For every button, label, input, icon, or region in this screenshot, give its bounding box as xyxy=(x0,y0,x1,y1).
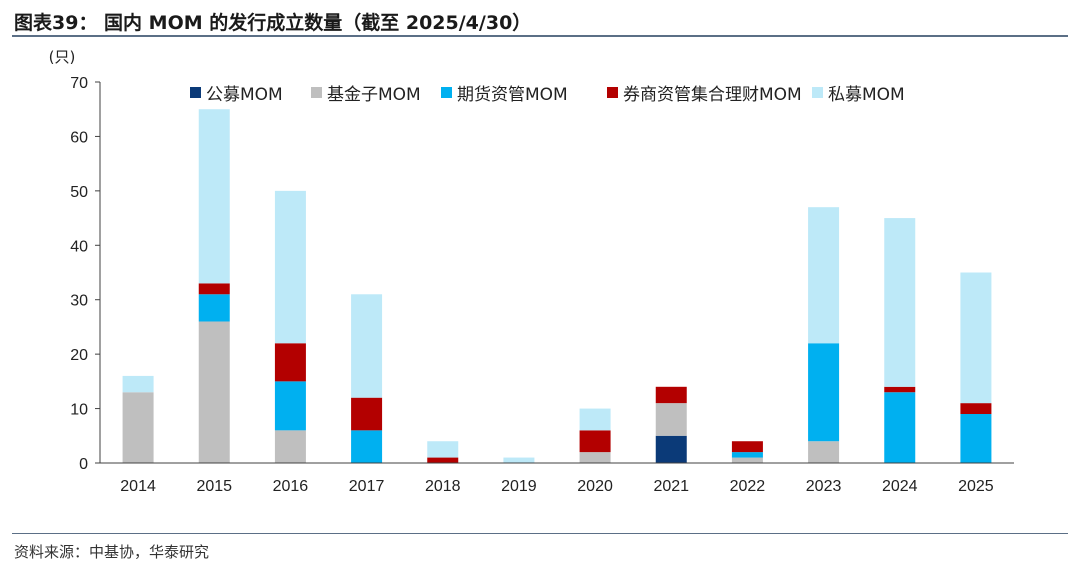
y-tick-label: 10 xyxy=(70,402,88,419)
bar-segment xyxy=(808,441,840,463)
bar-segment xyxy=(274,381,306,431)
y-tick-label: 60 xyxy=(70,129,88,146)
x-tick-label: 2021 xyxy=(653,478,689,495)
bar-segment xyxy=(427,441,459,458)
bar-segment xyxy=(198,109,230,284)
chart-title: 图表39： 国内 MOM 的发行成立数量（截至 2025/4/30） xyxy=(14,12,532,34)
legend-label: 基金子MOM xyxy=(327,85,421,105)
bar-segment xyxy=(198,321,230,463)
legend: 公募MOM 基金子MOM 期货资管MOM 券商资管集合理财MOM 私募MOM xyxy=(190,85,905,105)
x-tick-label: 2017 xyxy=(349,478,385,495)
bar-segment xyxy=(351,397,383,431)
y-tick-label: 70 xyxy=(70,75,88,92)
bar-segment xyxy=(884,386,916,393)
x-tick-label: 2014 xyxy=(120,478,156,495)
x-tick-label: 2019 xyxy=(501,478,537,495)
x-tick-label: 2025 xyxy=(958,478,994,495)
x-tick-label: 2015 xyxy=(196,478,232,495)
bar-segment xyxy=(960,414,992,463)
bar-segment xyxy=(274,343,306,382)
bar-segment xyxy=(198,283,230,295)
x-tick-label: 2018 xyxy=(425,478,461,495)
bar-segment xyxy=(808,343,840,442)
y-tick-label: 50 xyxy=(70,184,88,201)
legend-label: 私募MOM xyxy=(828,85,905,105)
bar-segment xyxy=(351,430,383,463)
legend-swatch xyxy=(190,87,201,98)
bar-segment xyxy=(351,294,383,398)
x-tick-label: 2020 xyxy=(577,478,613,495)
x-tick-label: 2024 xyxy=(882,478,918,495)
legend-label: 券商资管集合理财MOM xyxy=(623,85,802,105)
y-unit-label: (只) xyxy=(49,48,76,66)
title-divider xyxy=(12,35,1068,37)
y-tick-label: 40 xyxy=(70,238,88,255)
x-tick-label: 2023 xyxy=(806,478,842,495)
legend-swatch xyxy=(607,87,618,98)
stacked-bar-chart: (只) 0 10 20 30 40 50 60 70 2014 2015 2016 2017 2018… xyxy=(49,48,1014,495)
bar-segment xyxy=(655,386,687,404)
bar-segment xyxy=(884,218,916,387)
bar-segment xyxy=(579,452,611,463)
y-tick-label: 30 xyxy=(70,293,88,310)
footer-divider xyxy=(12,533,1068,534)
bar-segment xyxy=(579,408,611,431)
bar-segment xyxy=(198,294,230,322)
bar-segment xyxy=(731,452,763,458)
legend-label: 期货资管MOM xyxy=(457,85,568,105)
bar-segment xyxy=(731,441,763,453)
bar-segment xyxy=(960,272,992,404)
legend-swatch xyxy=(441,87,452,98)
bar-segment xyxy=(274,190,306,344)
legend-swatch xyxy=(812,87,823,98)
bar-segment xyxy=(579,430,611,453)
bar-segment xyxy=(808,207,840,344)
source-note: 资料来源：中基协，华泰研究 xyxy=(14,543,210,561)
bar-segment xyxy=(122,392,154,463)
bar-segment xyxy=(655,435,687,463)
bar-segment xyxy=(731,457,763,463)
legend-label: 公募MOM xyxy=(206,85,283,105)
y-tick-label: 20 xyxy=(70,347,88,364)
bar-segment xyxy=(122,375,154,393)
bars xyxy=(122,109,992,463)
bar-segment xyxy=(655,403,687,436)
legend-swatch xyxy=(311,87,322,98)
bar-segment xyxy=(960,403,992,415)
x-tick-label: 2016 xyxy=(273,478,309,495)
bar-segment xyxy=(427,457,459,463)
bar-segment xyxy=(274,430,306,463)
bar-segment xyxy=(503,457,535,463)
bar-segment xyxy=(884,392,916,463)
x-tick-label: 2022 xyxy=(730,478,766,495)
x-axis: 2014 2015 2016 2017 2018 2019 2020 2021 2022 2023… xyxy=(100,462,1014,495)
y-tick-label: 0 xyxy=(79,456,88,473)
y-axis: 0 10 20 30 40 50 60 70 xyxy=(70,75,101,473)
